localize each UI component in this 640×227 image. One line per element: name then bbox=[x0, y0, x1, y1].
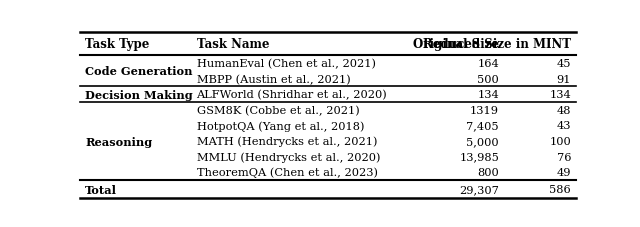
Text: MMLU (Hendrycks et al., 2020): MMLU (Hendrycks et al., 2020) bbox=[196, 152, 380, 162]
Text: Task Name: Task Name bbox=[196, 38, 269, 51]
Text: 48: 48 bbox=[557, 105, 571, 115]
Text: 29,307: 29,307 bbox=[460, 184, 499, 194]
Text: Task Type: Task Type bbox=[85, 38, 149, 51]
Text: 45: 45 bbox=[557, 59, 571, 69]
Text: Code Generation: Code Generation bbox=[85, 66, 193, 77]
Text: MBPP (Austin et al., 2021): MBPP (Austin et al., 2021) bbox=[196, 74, 350, 84]
Text: 800: 800 bbox=[477, 168, 499, 178]
Text: 100: 100 bbox=[549, 136, 571, 146]
Text: TheoremQA (Chen et al., 2023): TheoremQA (Chen et al., 2023) bbox=[196, 167, 378, 178]
Text: 7,405: 7,405 bbox=[467, 121, 499, 131]
Text: 134: 134 bbox=[477, 90, 499, 100]
Text: 5,000: 5,000 bbox=[467, 136, 499, 146]
Text: 13,985: 13,985 bbox=[460, 152, 499, 162]
Text: Original Size: Original Size bbox=[413, 38, 499, 51]
Text: 43: 43 bbox=[557, 121, 571, 131]
Text: Decision Making: Decision Making bbox=[85, 89, 193, 100]
Text: HotpotQA (Yang et al., 2018): HotpotQA (Yang et al., 2018) bbox=[196, 121, 364, 131]
Text: MATH (Hendrycks et al., 2021): MATH (Hendrycks et al., 2021) bbox=[196, 136, 377, 147]
Text: 76: 76 bbox=[557, 152, 571, 162]
Text: 500: 500 bbox=[477, 74, 499, 84]
Text: 164: 164 bbox=[477, 59, 499, 69]
Text: Total: Total bbox=[85, 184, 117, 195]
Text: 134: 134 bbox=[549, 90, 571, 100]
Text: Reduced Size in MINT: Reduced Size in MINT bbox=[423, 38, 571, 51]
Text: ALFWorld (Shridhar et al., 2020): ALFWorld (Shridhar et al., 2020) bbox=[196, 90, 387, 100]
Text: 91: 91 bbox=[557, 74, 571, 84]
Text: 49: 49 bbox=[557, 168, 571, 178]
Text: GSM8K (Cobbe et al., 2021): GSM8K (Cobbe et al., 2021) bbox=[196, 105, 359, 116]
Text: 1319: 1319 bbox=[470, 105, 499, 115]
Text: HumanEval (Chen et al., 2021): HumanEval (Chen et al., 2021) bbox=[196, 59, 376, 69]
Text: Reasoning: Reasoning bbox=[85, 136, 152, 147]
Text: 586: 586 bbox=[549, 184, 571, 194]
